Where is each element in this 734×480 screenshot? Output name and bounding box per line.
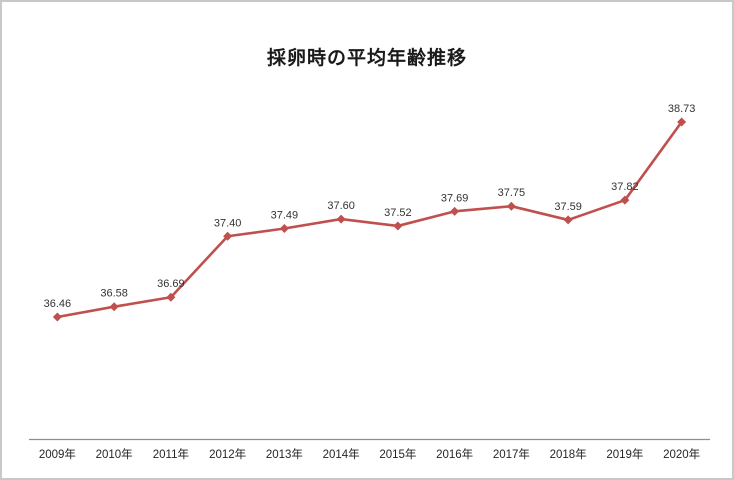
data-point-marker <box>109 302 119 312</box>
x-axis-label: 2009年 <box>39 447 76 461</box>
x-axis-label: 2018年 <box>550 447 587 461</box>
trend-line <box>56 120 683 319</box>
data-point-label: 37.82 <box>611 181 639 193</box>
data-point-marker <box>620 195 630 205</box>
x-axis-label: 2010年 <box>96 447 133 461</box>
data-point-marker <box>336 214 346 224</box>
data-point-marker <box>279 224 289 234</box>
x-axis-label: 2011年 <box>153 447 189 461</box>
chart-title: 採卵時の平均年齢推移 <box>266 48 467 69</box>
data-point-label: 37.40 <box>214 217 242 229</box>
x-axis-label: 2012年 <box>209 447 246 461</box>
data-point-label: 36.69 <box>157 278 185 290</box>
data-point-marker <box>52 312 62 322</box>
data-point-label: 37.75 <box>498 187 526 199</box>
data-point-label: 38.73 <box>668 103 696 115</box>
data-point-marker <box>393 221 403 231</box>
data-point-label: 36.46 <box>44 298 72 310</box>
data-point-label: 37.49 <box>271 210 299 222</box>
x-axis-label: 2016年 <box>436 447 473 461</box>
x-axis-label: 2015年 <box>379 447 416 461</box>
data-point-marker <box>563 215 573 225</box>
x-axis-label: 2019年 <box>606 447 643 461</box>
x-axis-label: 2013年 <box>266 447 303 461</box>
x-axis-label: 2017年 <box>493 447 530 461</box>
data-point-label: 37.60 <box>327 200 355 212</box>
data-point-marker <box>223 231 233 241</box>
data-point-label: 37.69 <box>441 192 469 204</box>
data-point-marker <box>677 117 687 127</box>
data-point-marker <box>506 201 516 211</box>
data-point-marker <box>166 292 176 302</box>
data-point-label: 36.58 <box>100 288 128 300</box>
data-point-label: 37.52 <box>384 207 412 219</box>
x-axis-label: 2014年 <box>323 447 360 461</box>
x-axis-label: 2020年 <box>663 447 700 461</box>
data-point-marker <box>450 206 460 216</box>
data-point-label: 37.59 <box>554 201 582 213</box>
